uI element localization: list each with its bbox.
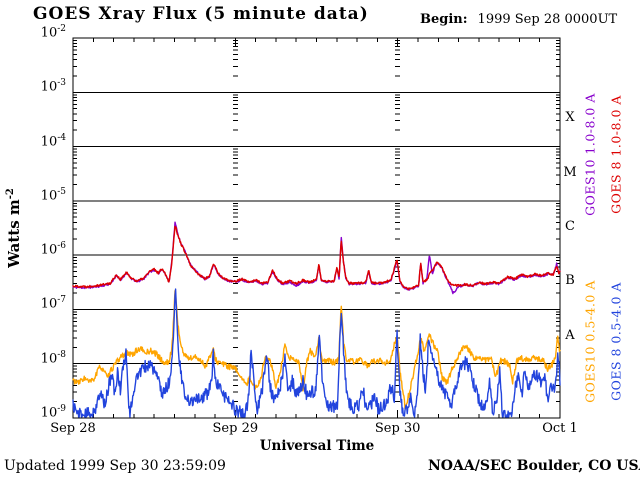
x-tick-label: Sep 29 [212, 421, 259, 436]
x-tick-label: Sep 30 [374, 421, 421, 436]
y-tick-label: 10-2 [40, 24, 66, 41]
chart-title: GOES Xray Flux (5 minute data) [33, 4, 369, 24]
y-tick-label: 10-7 [40, 295, 66, 312]
x-axis-label: Universal Time [259, 438, 375, 454]
y-tick-label: 10-9 [40, 404, 66, 421]
footer-credit-text: NOAA/SEC Boulder, CO USA [428, 458, 640, 474]
flare-class-label: M [563, 164, 577, 180]
legend-goes8-long: GOES 8 1.0-8.0 A [608, 95, 624, 214]
begin-line: Begin: 1999 Sep 28 0000UT [420, 12, 617, 27]
legend-goes10-short: GOES10 0.5-4.0 A [582, 280, 598, 403]
y-axis-label: Watts m-2 [5, 188, 23, 268]
flare-class-label: X [565, 110, 575, 126]
y-tick-label: 10-5 [40, 186, 66, 204]
series-goes10-0-5-4-0-a [72, 290, 561, 410]
begin-label: Begin: [420, 12, 468, 27]
series-goes-8-1-0-8-0-a [72, 225, 561, 291]
x-tick-label: Oct 1 [542, 421, 578, 436]
footer-updated-text: Updated 1999 Sep 30 23:59:09 [4, 458, 226, 474]
legend-goes8-short: GOES 8 0.5-4.0 A [608, 282, 624, 401]
y-tick-label: 10-4 [40, 132, 66, 149]
y-tick-label: 10-8 [40, 349, 66, 367]
begin-value: 1999 Sep 28 0000UT [477, 12, 618, 27]
flare-class-label: C [565, 219, 575, 234]
x-tick-label: Sep 28 [50, 421, 96, 436]
y-tick-label: 10-6 [40, 241, 66, 258]
flare-class-label: A [565, 327, 575, 343]
y-tick-label: 10-3 [40, 78, 66, 95]
series-goes-8-0-5-4-0-a [72, 288, 561, 418]
flare-class-label: B [565, 273, 575, 289]
legend-goes10-long: GOES10 1.0-8.0 A [582, 93, 598, 216]
